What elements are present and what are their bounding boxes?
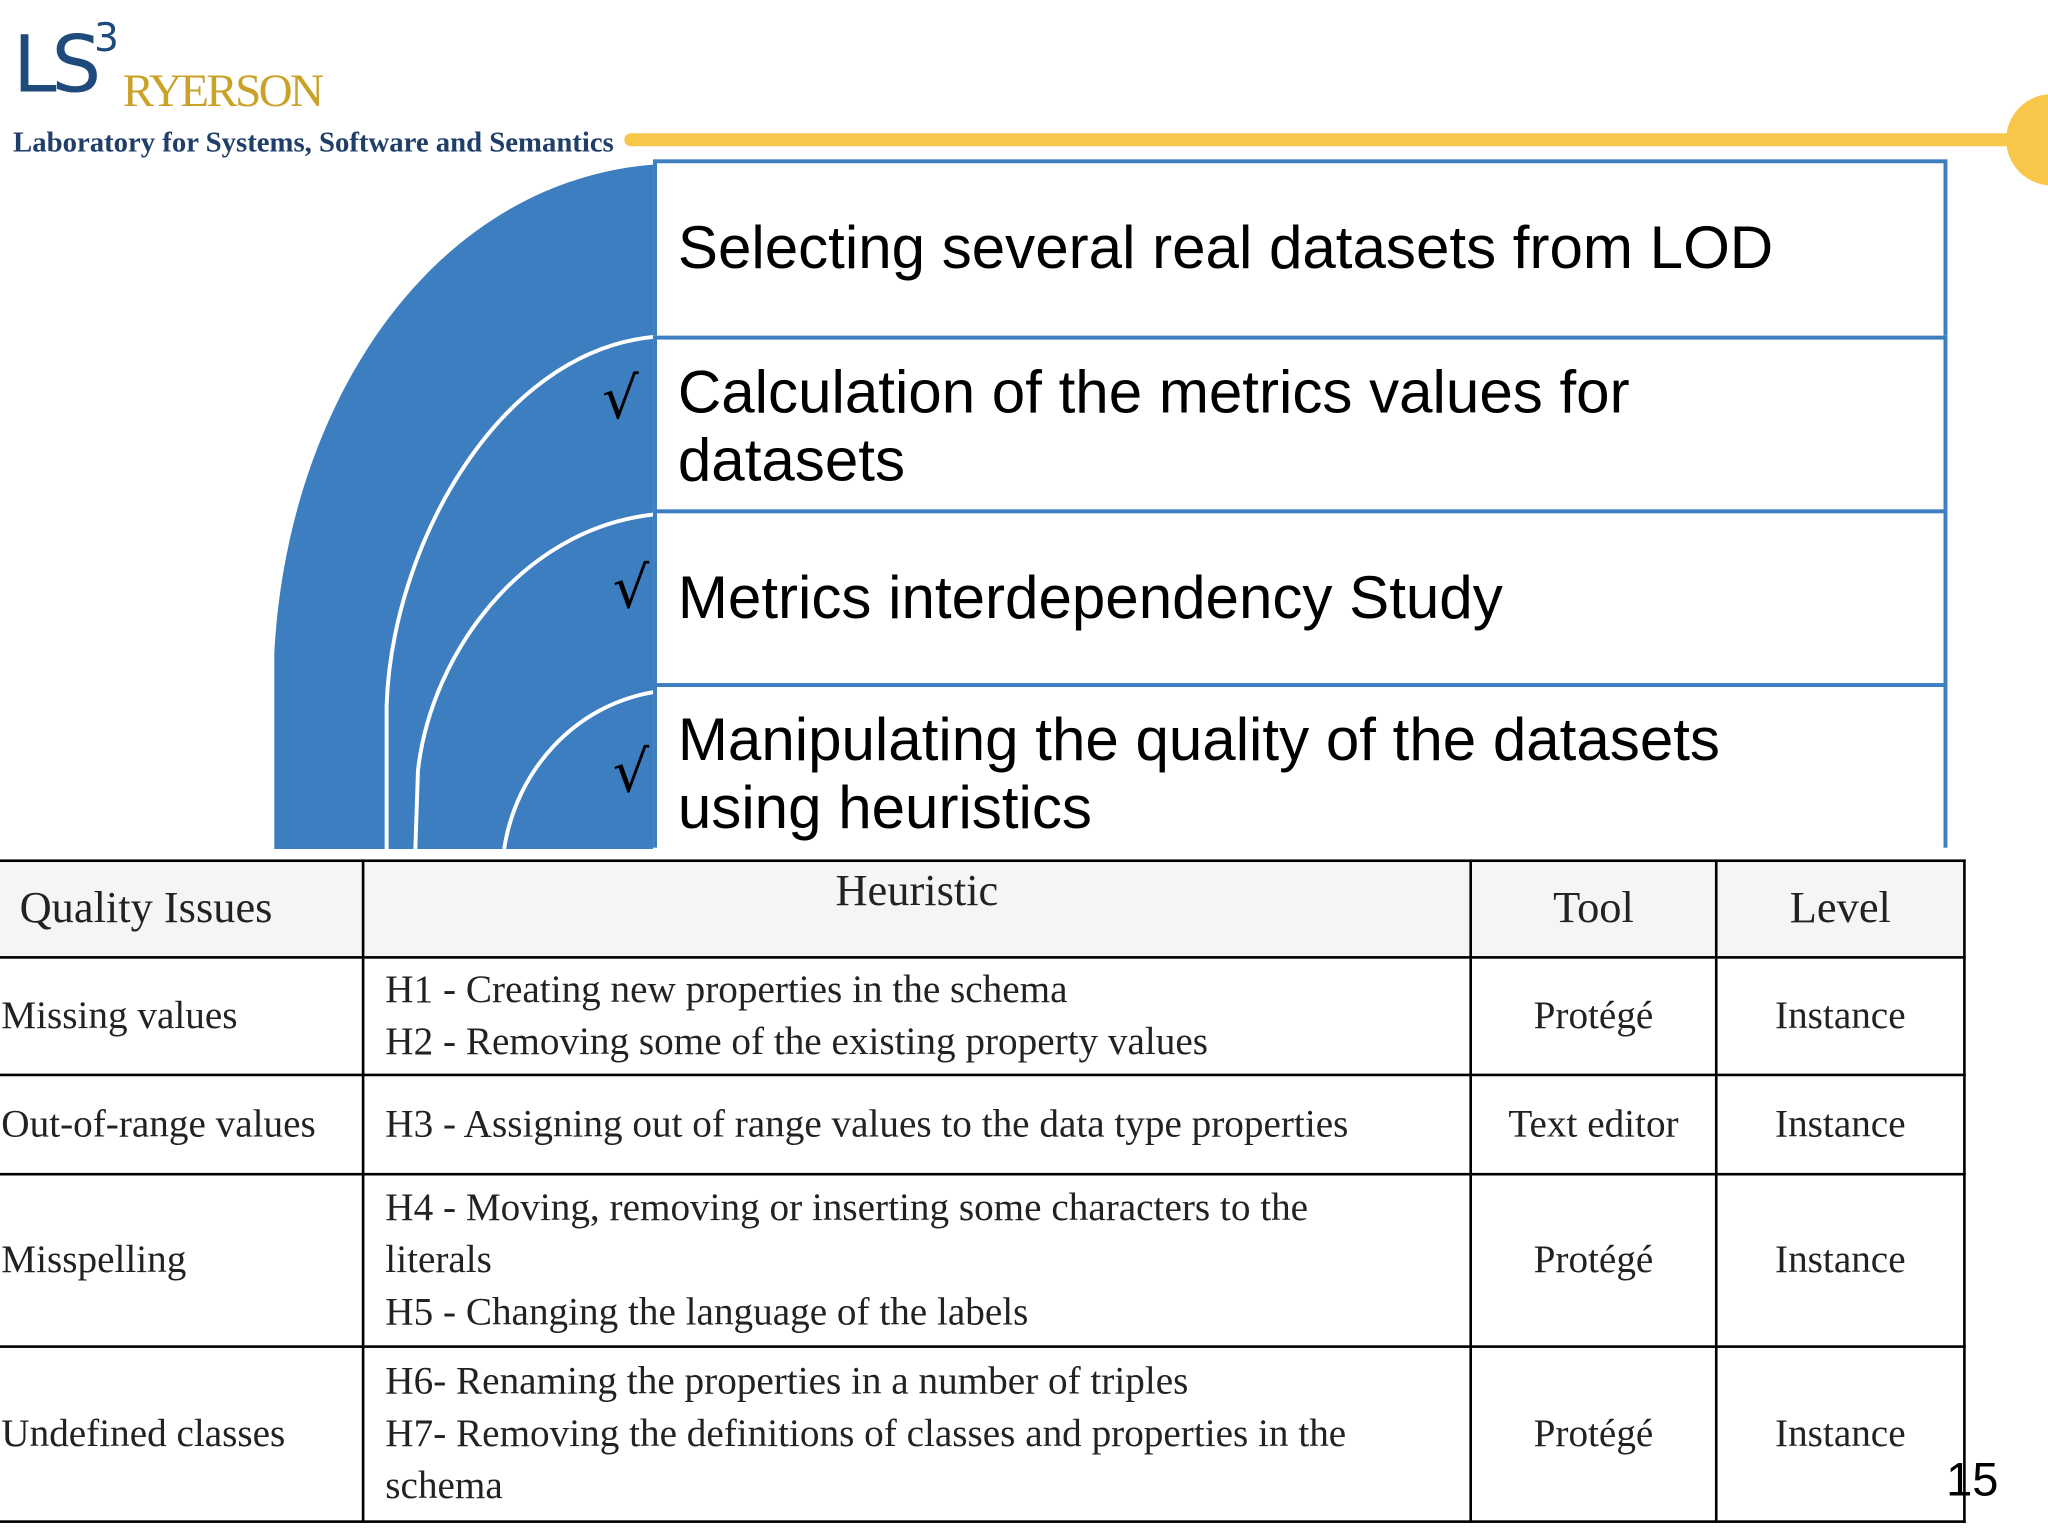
table-row: Missing values H1 - Creating new propert…	[0, 956, 1966, 1077]
row-4-heuristic-3: schema	[385, 1464, 503, 1508]
row-1-issue: Missing values	[1, 993, 238, 1038]
step-2-check-icon: √	[602, 365, 639, 433]
step-4-check-icon: √	[612, 739, 650, 806]
arc-2	[384, 335, 654, 849]
row-3-issue: Misspelling	[1, 1238, 187, 1282]
row-3-tool: Protégé	[1469, 1172, 1718, 1348]
steps-arc-graphic	[274, 164, 654, 849]
row-4-tool: Protégé	[1469, 1345, 1718, 1523]
table-row: Undefined classes H6- Renaming the prope…	[0, 1345, 1966, 1523]
row-4-level: Instance	[1714, 1345, 1966, 1523]
header-divider-line	[624, 133, 2048, 147]
logo-name: RYERSON	[122, 63, 324, 117]
row-1-heuristic-1: H1 - Creating new properties in the sche…	[385, 967, 1068, 1011]
page-number: 15	[1946, 1452, 1999, 1506]
row-4-issue: Undefined classes	[1, 1411, 286, 1456]
logo-mark: LS	[13, 19, 101, 112]
step-1-text: Selecting several real datasets from LOD	[677, 212, 1774, 281]
row-1-level: Instance	[1714, 956, 1966, 1077]
row-3-heuristic-3: H5 - Changing the language of the labels	[385, 1290, 1029, 1334]
row-2-level: Instance	[1714, 1073, 1966, 1176]
step-3-text: Metrics interdependency Study	[677, 562, 1503, 631]
header-tool: Tool	[1469, 859, 1718, 959]
arc-4	[502, 690, 654, 849]
step-4-text: Manipulating the quality of the datasets…	[677, 705, 1720, 842]
table-header-row: Quality Issues Heuristic Tool Level	[0, 859, 1966, 959]
row-2-heuristic-1: H3 - Assigning out of range values to th…	[385, 1102, 1349, 1146]
step-3-check-icon: √	[612, 555, 650, 622]
row-4-heuristic-2: H7- Removing the definitions of classes …	[385, 1411, 1347, 1456]
outer-arc	[274, 164, 654, 849]
step-4: Manipulating the quality of the datasets…	[613, 683, 1948, 848]
steps-list: Selecting several real datasets from LOD…	[602, 159, 1948, 848]
header-divider-dot	[2006, 94, 2048, 186]
step-3: Metrics interdependency Study √	[613, 509, 1948, 688]
row-3-heuristic-2: literals	[385, 1238, 492, 1282]
header-quality-issues: Quality Issues	[0, 859, 365, 959]
arc-3	[413, 512, 654, 849]
step-2-text: Calculation of the metrics values for da…	[677, 357, 1630, 494]
row-3-level: Instance	[1714, 1172, 1966, 1348]
header-heuristic: Heuristic	[361, 859, 1472, 959]
table-row: Misspelling H4 - Moving, removing or ins…	[0, 1172, 1966, 1348]
header-level: Level	[1714, 859, 1966, 959]
row-1-heuristic-2: H2 - Removing some of the existing prope…	[385, 1020, 1209, 1064]
step-2: Calculation of the metrics values for da…	[602, 335, 1948, 514]
row-3-heuristic-1: H4 - Moving, removing or inserting some …	[385, 1185, 1309, 1230]
heuristics-table: Quality Issues Heuristic Tool Level Miss…	[0, 859, 1966, 1523]
row-4-heuristic-1: H6- Renaming the properties in a number …	[385, 1359, 1189, 1403]
row-2-issue: Out-of-range values	[1, 1102, 316, 1146]
logo-superscript: 3	[94, 15, 119, 62]
row-2-tool: Text editor	[1469, 1073, 1718, 1176]
logo-tagline: Laboratory for Systems, Software and Sem…	[13, 125, 614, 159]
table-row: Out-of-range values H3 - Assigning out o…	[0, 1073, 1966, 1176]
step-1: Selecting several real datasets from LOD	[653, 159, 1948, 340]
row-1-tool: Protégé	[1469, 956, 1718, 1077]
